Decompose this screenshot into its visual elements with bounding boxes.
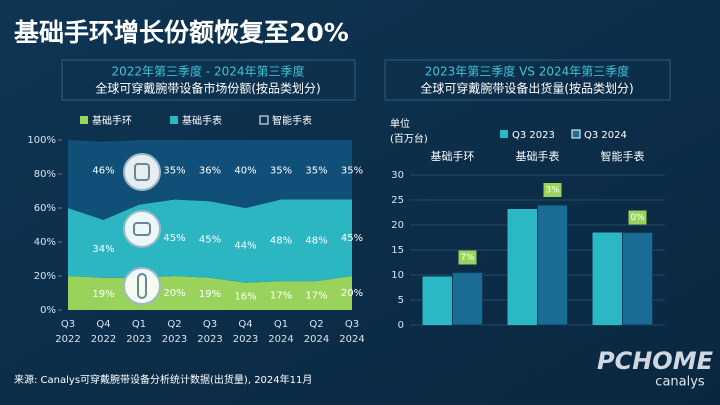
subtitle-box <box>61 59 356 101</box>
x-tick-label: 2022 <box>91 334 116 345</box>
x-tick-label: 2023 <box>197 334 222 345</box>
value-label: 40% <box>234 166 256 177</box>
icon-shape <box>134 163 150 181</box>
subtitle: 全球可穿戴腕带设备出货量(按品类划分) <box>420 81 633 96</box>
x-tick-label: 2024 <box>339 334 364 345</box>
value-label: 46% <box>92 166 114 177</box>
x-tick-label: 2024 <box>304 334 329 345</box>
y-tick-label: 0 <box>398 320 404 331</box>
icon-shape <box>133 222 151 236</box>
y-tick-label: 15 <box>391 245 404 256</box>
x-tick-label: Q4 <box>238 319 252 330</box>
x-tick-label: Q2 <box>167 319 181 330</box>
subtitle: 2023年第三季度 VS 2024年第三季度 <box>425 64 630 79</box>
legend-label: 智能手表 <box>272 114 312 127</box>
x-tick-label: Q4 <box>96 319 110 330</box>
legend-swatch <box>170 116 178 124</box>
category-label: 智能手表 <box>601 149 645 163</box>
category-label: 基础手环 <box>431 149 475 163</box>
value-label: 16% <box>234 291 256 302</box>
legend-swatch <box>80 116 88 124</box>
watermark: PCHOME <box>597 347 714 375</box>
x-tick-label: 2022 <box>55 334 80 345</box>
value-label: 36% <box>199 166 221 177</box>
x-tick-label: Q1 <box>274 319 288 330</box>
value-label: 17% <box>305 291 327 302</box>
x-tick-label: 2023 <box>126 334 151 345</box>
annotation-box <box>628 210 647 225</box>
value-label: 44% <box>234 240 256 251</box>
value-label: 20% <box>163 288 185 299</box>
subtitle-box <box>384 59 671 101</box>
y-tick-label: 100% <box>27 135 56 146</box>
legend-label: Q3 2024 <box>584 130 627 141</box>
icons <box>123 153 161 305</box>
legend-swatch <box>500 130 508 138</box>
smartwatch-icon <box>123 153 161 191</box>
value-label: 48% <box>270 235 292 246</box>
y-tick-label: 20 <box>391 220 404 231</box>
legend-label: Q3 2023 <box>512 130 555 141</box>
x-tick-label: Q3 <box>203 319 217 330</box>
value-label: 35% <box>163 166 185 177</box>
x-tick-label: Q3 <box>61 319 75 330</box>
annotation: 0% <box>630 213 645 223</box>
bar <box>592 232 623 325</box>
value-label: 45% <box>341 233 363 244</box>
y-tick-label: 20% <box>34 271 56 282</box>
y-tick-label: 5 <box>398 295 404 306</box>
x-tick-label: 2023 <box>162 334 187 345</box>
bar <box>622 232 653 326</box>
y-tick-label: 40% <box>34 237 56 248</box>
x-tick-label: Q1 <box>132 319 146 330</box>
category-label: 基础手表 <box>516 149 560 163</box>
y-tick-label: 10 <box>391 270 404 281</box>
y-tick-label: 80% <box>34 169 56 180</box>
annotation-box <box>458 250 477 265</box>
subtitle: 2022年第三季度 - 2024年第三季度 <box>111 64 304 79</box>
value-label: 19% <box>199 289 221 300</box>
legend-swatch <box>571 129 581 139</box>
value-label: 19% <box>92 289 114 300</box>
value-label: 45% <box>163 233 185 244</box>
legend-label: 基础手环 <box>92 114 132 127</box>
x-tick-label: Q2 <box>309 319 323 330</box>
bar <box>422 276 453 325</box>
bar <box>537 204 568 326</box>
axis-title: 单位 <box>390 117 410 130</box>
y-tick-label: 60% <box>34 203 56 214</box>
value-label: 45% <box>199 234 221 245</box>
subtitle: 全球可穿戴腕带设备市场份额(按品类划分) <box>95 81 320 96</box>
value-label: 35% <box>341 166 363 177</box>
value-label: 35% <box>270 166 292 177</box>
bar <box>452 272 483 326</box>
band-icon <box>123 267 161 305</box>
value-label: 20% <box>341 288 363 299</box>
icon-shape <box>137 273 147 299</box>
annotation: 7% <box>460 253 475 263</box>
annotation-box <box>543 183 562 197</box>
x-tick-label: Q3 <box>345 319 359 330</box>
y-tick-label: 25 <box>391 195 404 206</box>
value-label: 48% <box>305 235 327 246</box>
legend-swatch <box>259 115 269 125</box>
x-tick-label: 2024 <box>268 334 293 345</box>
y-tick-label: 30 <box>391 170 404 181</box>
source: 来源: Canalys可穿戴腕带设备分析统计数据(出货量), 2024年11月 <box>14 373 312 386</box>
legend-label: 基础手表 <box>182 114 222 127</box>
value-label: 17% <box>270 291 292 302</box>
watch-icon <box>123 210 161 248</box>
axis-title: (百万台) <box>390 132 428 145</box>
logo: canalys <box>655 375 705 390</box>
value-label: 35% <box>305 166 327 177</box>
annotation: 3% <box>545 186 560 196</box>
page-title: 基础手环增长份额恢复至20% <box>14 18 349 47</box>
value-label: 34% <box>92 244 114 255</box>
x-tick-label: 2023 <box>233 334 258 345</box>
bar <box>507 209 538 325</box>
y-tick-label: 0% <box>40 305 56 316</box>
